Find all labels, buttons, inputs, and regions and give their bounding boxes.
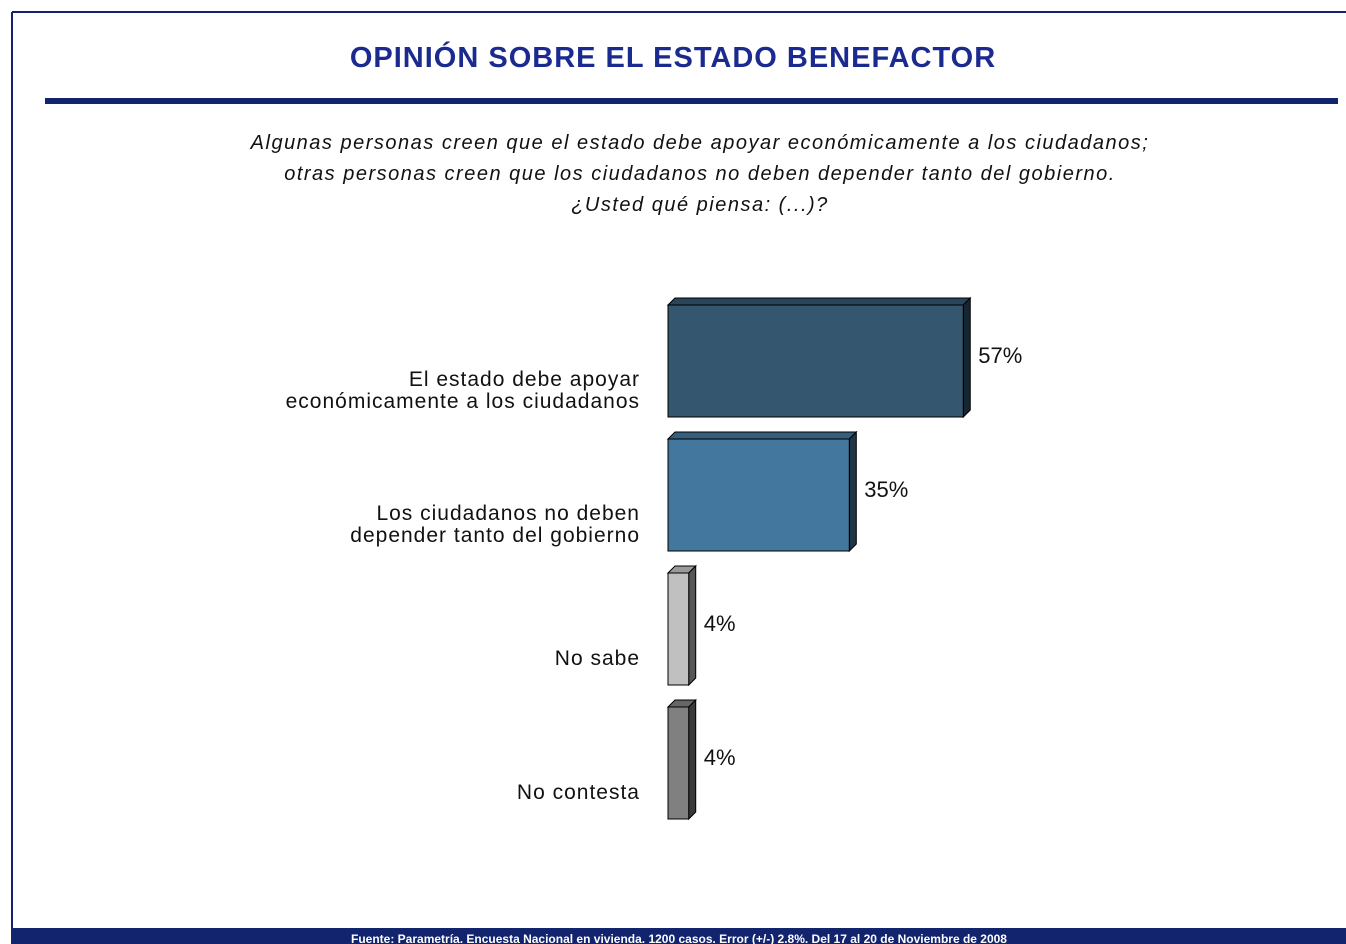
bar: [667, 706, 690, 820]
title-rule: [45, 98, 1338, 104]
bar-top: [666, 431, 858, 440]
value-label: 4%: [704, 745, 736, 770]
subtitle-line: otras personas creen que los ciudadanos …: [284, 163, 1116, 185]
bar: [667, 438, 850, 552]
category-label: El estado debe apoyar económicamente a l…: [285, 368, 640, 413]
category-label: Los ciudadanos no deben depender tanto d…: [350, 502, 640, 547]
footnote: Fuente: Parametría. Encuesta Nacional en…: [12, 928, 1346, 944]
bar-side: [962, 296, 971, 419]
bar: [667, 304, 964, 418]
bar-side: [688, 564, 697, 687]
chart-title: OPINIÓN SOBRE EL ESTADO BENEFACTOR: [349, 42, 997, 74]
subtitle-line: Algunas personas creen que el estado deb…: [250, 132, 1150, 154]
category-label: No contesta: [516, 781, 640, 804]
bar-top: [666, 297, 972, 306]
bar-side: [848, 430, 857, 553]
value-label: 35%: [864, 477, 908, 502]
value-label: 57%: [978, 343, 1022, 368]
value-label: 4%: [704, 611, 736, 636]
category-label: No sabe: [554, 647, 640, 670]
bar: [667, 572, 690, 686]
subtitle-line: ¿Usted qué piensa: (...)?: [571, 194, 829, 216]
bar-side: [688, 698, 697, 821]
